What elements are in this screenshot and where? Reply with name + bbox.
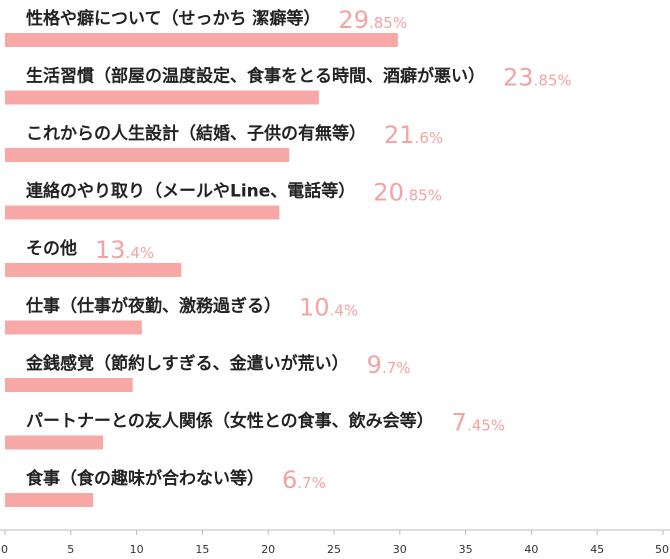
category-label-7: パートナーとの友人関係（女性との食事、飲み会等） bbox=[26, 411, 434, 432]
value-label-7: 7.45% bbox=[452, 409, 505, 437]
x-tick-label-1: 5 bbox=[67, 543, 74, 556]
value-label-1: 23.85% bbox=[503, 64, 572, 92]
bar-6 bbox=[5, 378, 133, 392]
bar-1 bbox=[5, 90, 319, 105]
labels-layer: 性格や癖について（せっかち 潔癖等） 29.85% 生活習慣（部屋の温度設定、食事を… bbox=[25, 6, 572, 494]
bar-7 bbox=[5, 435, 104, 450]
category-label-6: 金銭感覚（節約しすぎる、金遣いが荒い） bbox=[25, 353, 349, 374]
bar-8 bbox=[5, 493, 94, 507]
x-tick-label-2: 10 bbox=[130, 543, 144, 556]
category-label-4: その他 bbox=[26, 238, 77, 259]
category-label-2: これからの人生設計（結婚、子供の有無等） bbox=[26, 123, 366, 144]
x-axis-ticks: 0 5 10 15 20 25 30 35 40 45 50 bbox=[1, 530, 669, 556]
category-label-3: 連絡のやり取り（メールやLine、電話等） bbox=[26, 181, 355, 202]
x-tick-label-0: 0 bbox=[1, 543, 8, 556]
bar-0 bbox=[5, 33, 398, 47]
value-label-6: 9.7% bbox=[367, 351, 411, 379]
bar-3 bbox=[5, 205, 280, 220]
x-tick-label-7: 35 bbox=[459, 543, 473, 556]
x-tick-label-5: 25 bbox=[327, 543, 341, 556]
category-label-5: 仕事（仕事が夜勤、激務過ぎる） bbox=[25, 296, 281, 317]
x-tick-label-8: 40 bbox=[524, 543, 538, 556]
x-tick-label-10: 50 bbox=[655, 543, 669, 556]
value-label-2: 21.6% bbox=[384, 121, 443, 149]
bar-2 bbox=[5, 148, 290, 162]
bar-5 bbox=[5, 320, 142, 335]
value-label-8: 6.7% bbox=[282, 466, 326, 494]
value-label-5: 10.4% bbox=[299, 294, 358, 322]
value-label-0: 29.85% bbox=[338, 6, 407, 34]
x-tick-label-4: 20 bbox=[261, 543, 275, 556]
category-label-1: 生活習慣（部屋の温度設定、食事をとる時間、酒癖が悪い） bbox=[26, 66, 485, 87]
category-label-0: 性格や癖について（せっかち 潔癖等） bbox=[26, 8, 320, 29]
bars-layer bbox=[5, 33, 398, 507]
x-tick-label-9: 45 bbox=[590, 543, 604, 556]
x-tick-label-6: 30 bbox=[393, 543, 407, 556]
category-label-8: 食事（食の趣味が合わない等） bbox=[26, 468, 264, 489]
value-label-4: 13.4% bbox=[95, 236, 154, 264]
x-tick-label-3: 15 bbox=[195, 543, 209, 556]
value-label-3: 20.85% bbox=[373, 179, 442, 207]
bar-4 bbox=[5, 263, 182, 277]
